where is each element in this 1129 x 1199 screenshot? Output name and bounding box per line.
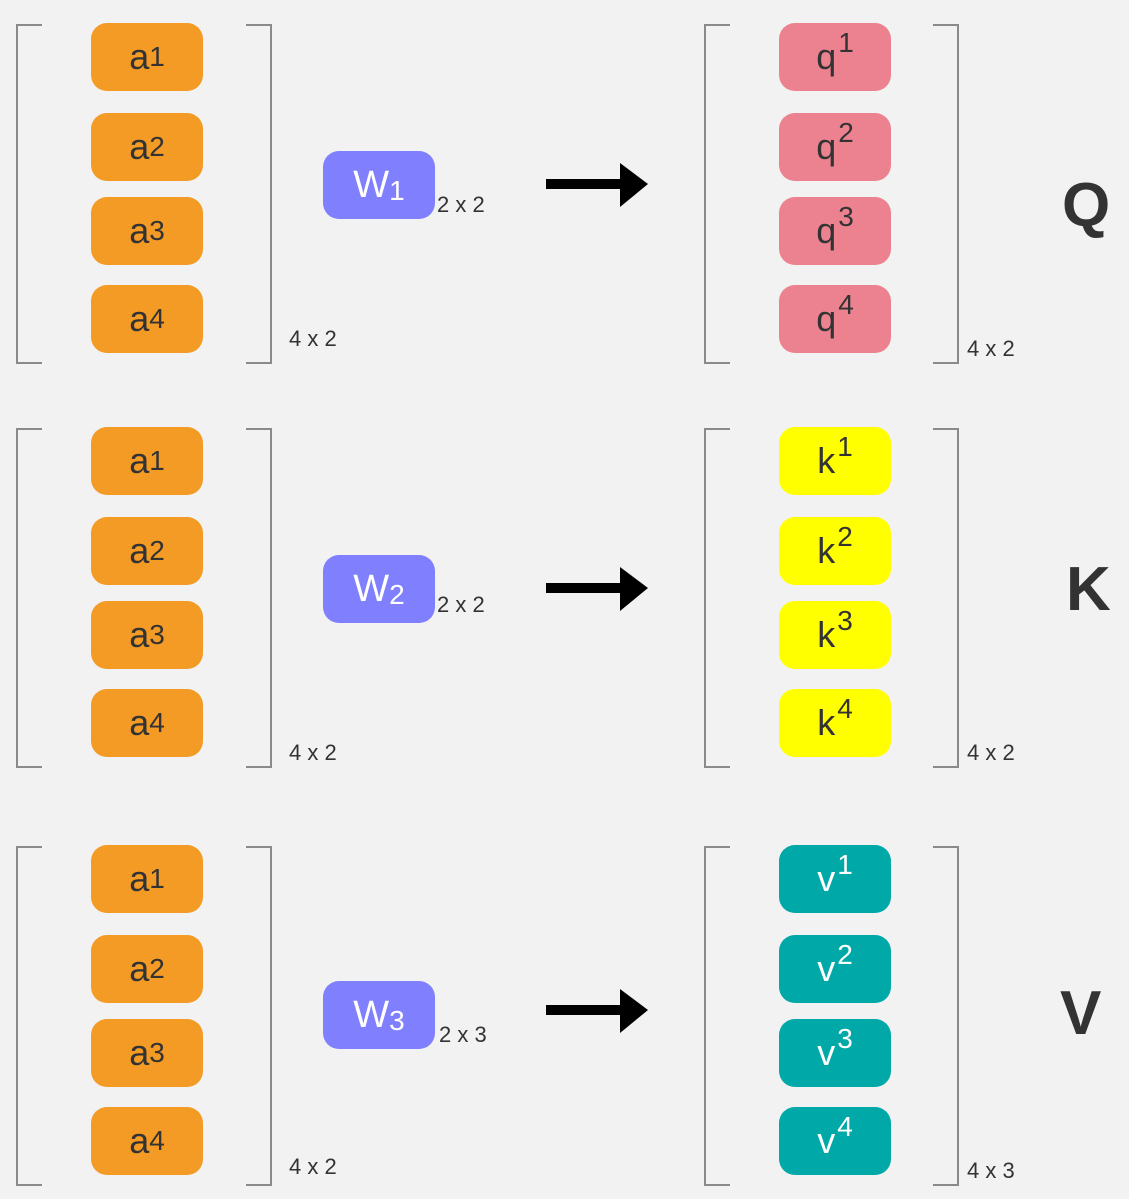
- weight-matrix-dimension: 2 x 3: [439, 1022, 487, 1047]
- output-matrix-right-bracket: [933, 24, 959, 364]
- input-matrix-right-bracket: [246, 428, 272, 768]
- input-matrix-dimension: 4 x 2: [289, 326, 337, 351]
- input-matrix-dimension: 4 x 2: [289, 740, 337, 765]
- right-arrow-icon: [546, 567, 648, 611]
- input-matrix-dimension: 4 x 2: [289, 1154, 337, 1179]
- matrix-label-k: K: [1066, 555, 1111, 624]
- output-matrix-right-bracket: [933, 846, 959, 1186]
- output-matrix-left-bracket: [704, 428, 730, 768]
- output-matrix-right-bracket: [933, 428, 959, 768]
- input-matrix-right-bracket: [246, 24, 272, 364]
- matrix-label-v: V: [1060, 979, 1102, 1048]
- output-matrix-dimension: 4 x 2: [967, 740, 1015, 765]
- output-matrix-dimension: 4 x 2: [967, 336, 1015, 361]
- weight-matrix-dimension: 2 x 2: [437, 592, 485, 617]
- right-arrow-icon: [546, 989, 648, 1033]
- matrix-label-q: Q: [1062, 171, 1111, 240]
- input-matrix-left-bracket: [16, 24, 42, 364]
- output-matrix-left-bracket: [704, 24, 730, 364]
- weight-matrix-dimension: 2 x 2: [437, 192, 485, 217]
- output-matrix-left-bracket: [704, 846, 730, 1186]
- output-matrix-dimension: 4 x 3: [967, 1158, 1015, 1183]
- input-matrix-left-bracket: [16, 428, 42, 768]
- right-arrow-icon: [546, 163, 648, 207]
- input-matrix-left-bracket: [16, 846, 42, 1186]
- input-matrix-right-bracket: [246, 846, 272, 1186]
